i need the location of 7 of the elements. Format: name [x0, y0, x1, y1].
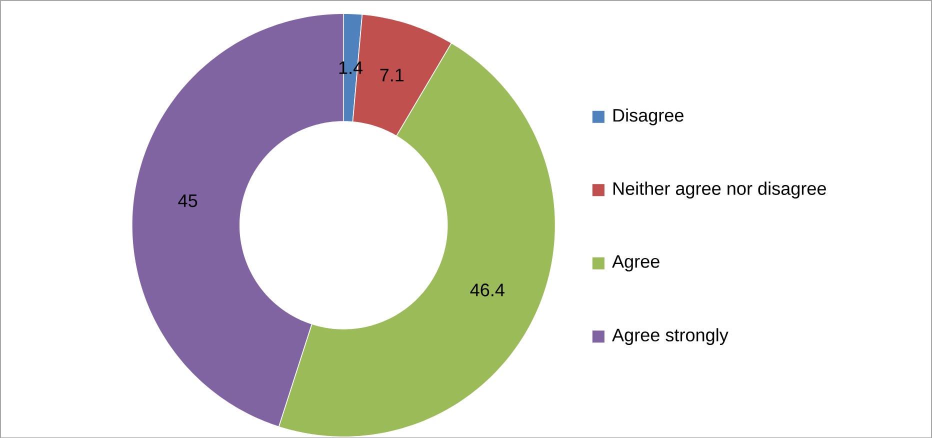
legend-label: Neither agree nor disagree [613, 181, 826, 198]
legend-label: Agree strongly [612, 328, 728, 345]
data-label: 45 [178, 194, 198, 207]
legend-label: Agree [612, 255, 660, 272]
legend-label: Disagree [613, 108, 684, 126]
data-label: 7.1 [380, 68, 404, 82]
data-label: 46.4 [470, 283, 504, 296]
